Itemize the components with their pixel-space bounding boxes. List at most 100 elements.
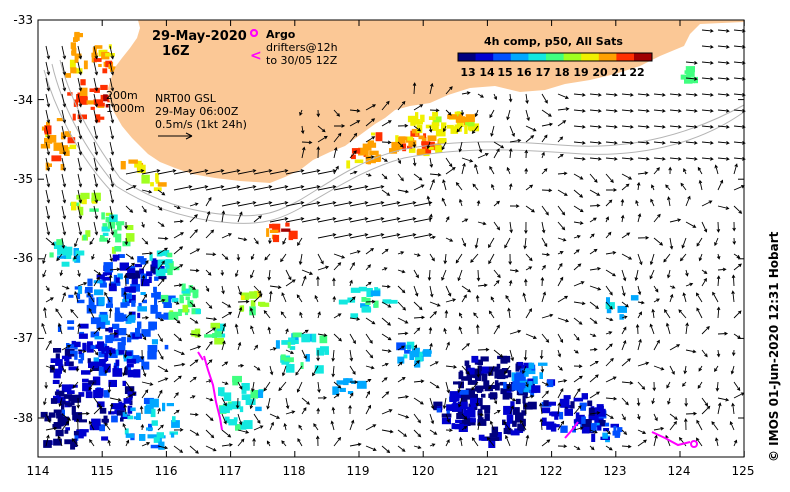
sst-pixel [137,164,146,174]
current-arrow [573,173,584,180]
sst-pixel [503,427,512,434]
sst-pixel [465,388,475,395]
sst-pixel [82,382,92,392]
sst-pixel [103,262,113,270]
current-arrow [44,381,48,390]
sst-pixel [606,306,612,314]
current-arrow [541,237,548,248]
sst-pixel [99,282,107,288]
current-arrow [333,201,353,207]
current-arrow [637,171,649,175]
current-arrow [605,93,618,97]
current-arrow [331,365,335,378]
current-arrow [237,306,243,319]
current-arrow [716,253,721,260]
current-arrow [525,381,529,388]
sst-pixel [391,141,401,151]
sst-pixel [320,346,329,352]
sst-pixel [169,266,180,271]
current-arrow [331,349,335,362]
current-arrow [445,413,450,424]
sst-pixel [87,278,93,287]
sst-pixel [187,300,194,308]
current-arrow [397,395,410,399]
current-arrow [429,429,438,435]
current-arrow [397,345,406,351]
sst-pixel [591,433,596,442]
current-arrow [461,425,468,431]
sst-pixel [570,401,575,409]
sst-pixel [311,333,317,343]
sst-pixel [522,418,526,427]
sst-pixel [350,313,359,319]
current-arrow [56,253,63,262]
lon-tick-label: 125 [732,464,755,478]
current-arrow [109,205,115,220]
current-arrow [507,307,511,319]
current-arrow [589,217,597,223]
sst-pixel [89,208,99,212]
sst-pixel [189,289,199,293]
current-arrow [237,413,243,426]
current-arrow [365,155,375,159]
sst-pixel [53,372,61,379]
current-arrow [429,235,436,240]
current-arrow [61,221,67,236]
current-arrow [505,295,511,303]
sst-pixel [101,212,105,220]
current-arrow [77,93,83,108]
sst-pixel [59,390,65,397]
sst-pixel [108,349,118,358]
sst-pixel [103,363,111,373]
current-arrow [653,426,665,431]
current-arrow [269,421,274,431]
current-arrow [141,381,154,386]
current-arrow [45,77,51,92]
current-arrow [365,333,373,344]
current-arrow [541,252,551,257]
current-arrow [107,381,112,394]
current-arrow [61,420,70,431]
current-arrow [733,141,746,145]
current-arrow [653,237,664,246]
sst-pixel [80,95,88,100]
current-arrow [365,247,375,255]
current-arrow [397,376,406,383]
current-arrow [477,421,481,431]
sst-pixel [398,137,405,143]
current-arrow [221,413,227,425]
current-arrow [221,340,226,351]
current-arrow [665,184,671,191]
current-arrow [205,327,216,335]
current-arrow [124,237,129,246]
sst-pixel [591,423,597,432]
current-arrow [253,237,259,245]
current-arrow [573,388,581,399]
current-arrow [669,237,674,250]
sst-pixel [603,428,610,432]
current-arrow [299,311,303,319]
sst-pixel [163,315,171,320]
current-arrow [397,217,417,223]
current-arrow [281,365,287,377]
sst-pixel [438,138,447,144]
current-arrow [41,322,47,335]
sst-pixel [367,155,371,165]
sst-pixel [531,385,541,393]
sst-pixel [120,417,124,422]
current-arrow [541,439,551,447]
sst-pixel [153,286,157,293]
current-arrow [317,217,337,223]
sst-pixel [62,246,73,256]
sst-pixel [77,204,81,210]
current-arrow [58,397,63,407]
sst-pixel [104,353,109,361]
current-arrow [189,333,202,338]
current-arrow [88,381,95,391]
current-arrow [299,109,303,116]
sst-pixel [478,365,482,372]
current-arrow [697,381,703,389]
sst-pixel [123,398,132,404]
current-arrow [61,205,67,220]
current-arrow [445,237,454,242]
